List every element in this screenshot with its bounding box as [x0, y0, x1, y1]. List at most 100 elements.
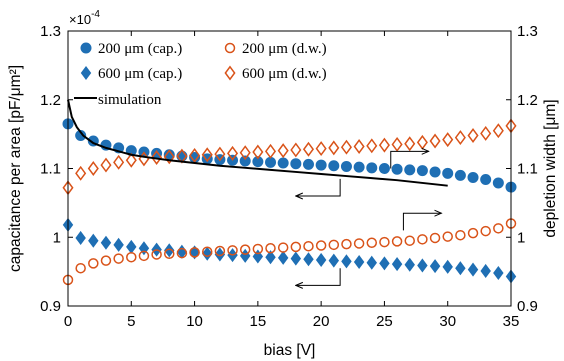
x-tick-label: 35 — [503, 313, 520, 330]
data-point — [404, 257, 415, 272]
data-point — [227, 145, 239, 161]
data-point — [416, 165, 428, 177]
data-point — [303, 240, 314, 252]
data-point — [340, 160, 352, 172]
data-point — [290, 251, 302, 266]
data-point — [492, 177, 504, 189]
data-point — [391, 163, 403, 175]
data-point — [239, 155, 251, 167]
x-tick-label: 0 — [64, 313, 72, 330]
data-point — [113, 253, 124, 264]
y-tick-label-left: 1 — [53, 229, 61, 246]
y-tick-label-left: 1.3 — [40, 23, 61, 40]
data-point — [480, 125, 492, 141]
data-point — [126, 251, 137, 263]
data-point — [442, 167, 454, 179]
x-tick-label: 5 — [127, 313, 135, 330]
data-point — [290, 158, 302, 170]
series-group — [62, 118, 517, 196]
data-point — [214, 146, 226, 162]
data-point — [201, 246, 213, 257]
data-point — [493, 223, 504, 234]
y-axis-left-title: capacitance per area [pF/μm²] — [7, 65, 24, 272]
legend-marker — [80, 65, 92, 81]
annotation-arrow — [296, 268, 341, 285]
data-point — [189, 247, 200, 258]
data-point — [366, 255, 377, 270]
data-point — [201, 147, 213, 163]
data-point — [214, 245, 226, 257]
legend-label: 600 μm (d.w.) — [242, 66, 327, 82]
data-point — [239, 244, 251, 255]
annotation-layer — [296, 151, 442, 285]
legend-label: 200 μm (d.w.) — [242, 41, 327, 57]
data-point — [315, 252, 327, 267]
annotation-arrow — [390, 151, 429, 169]
y-tick-label-right: 1 — [517, 229, 525, 246]
data-point — [164, 243, 175, 258]
legend-label: 200 μm (cap.) — [98, 41, 182, 57]
data-point — [138, 250, 150, 262]
data-point — [378, 163, 390, 174]
annotation-arrow — [296, 178, 341, 196]
data-point — [378, 137, 390, 153]
exponent-power: -4 — [91, 9, 100, 20]
data-point — [277, 143, 289, 159]
x-tick-label: 25 — [376, 313, 393, 330]
data-point — [277, 242, 289, 253]
data-point — [341, 254, 352, 269]
data-point — [214, 247, 226, 262]
data-point — [75, 230, 86, 245]
data-point — [75, 262, 86, 274]
data-point — [87, 161, 99, 176]
data-point — [202, 246, 213, 261]
data-point — [303, 252, 314, 267]
data-point — [328, 239, 340, 251]
data-point — [353, 238, 365, 249]
y-tick-label-right: 1.1 — [517, 161, 538, 178]
data-point — [366, 162, 378, 174]
data-point — [264, 143, 277, 159]
data-point — [113, 154, 125, 170]
data-point — [454, 130, 466, 146]
data-point — [467, 128, 479, 143]
data-point — [328, 160, 340, 172]
data-point — [227, 245, 238, 256]
data-point — [467, 227, 479, 239]
y-tick-label-right: 1.2 — [517, 92, 538, 109]
data-point — [125, 152, 137, 168]
data-point — [252, 243, 264, 255]
data-point — [353, 254, 365, 270]
data-point — [176, 247, 188, 259]
data-point — [265, 250, 276, 265]
data-point — [328, 140, 340, 156]
data-point — [315, 240, 327, 251]
data-point — [404, 235, 415, 246]
series-group — [67, 99, 448, 187]
data-point — [176, 150, 188, 162]
data-point — [404, 164, 416, 176]
data-point — [163, 149, 175, 165]
data-point — [366, 237, 378, 248]
data-point — [302, 141, 315, 157]
data-point — [454, 169, 466, 181]
x-tick-label: 20 — [313, 313, 330, 330]
exponent-base: ×10 — [69, 12, 91, 27]
data-point — [429, 259, 441, 274]
data-point — [391, 136, 403, 152]
data-point — [302, 158, 314, 170]
data-point — [353, 161, 365, 173]
data-point — [417, 258, 428, 273]
legend-label: 600 μm (cap.) — [98, 66, 182, 82]
data-point — [290, 142, 302, 158]
data-point — [379, 256, 390, 271]
data-point — [492, 123, 504, 139]
data-point — [480, 174, 492, 185]
data-point — [151, 150, 163, 165]
series-group — [62, 218, 517, 286]
data-point — [417, 234, 428, 245]
annotation-arrow — [402, 213, 441, 231]
data-point — [189, 147, 201, 163]
data-point — [341, 238, 352, 250]
